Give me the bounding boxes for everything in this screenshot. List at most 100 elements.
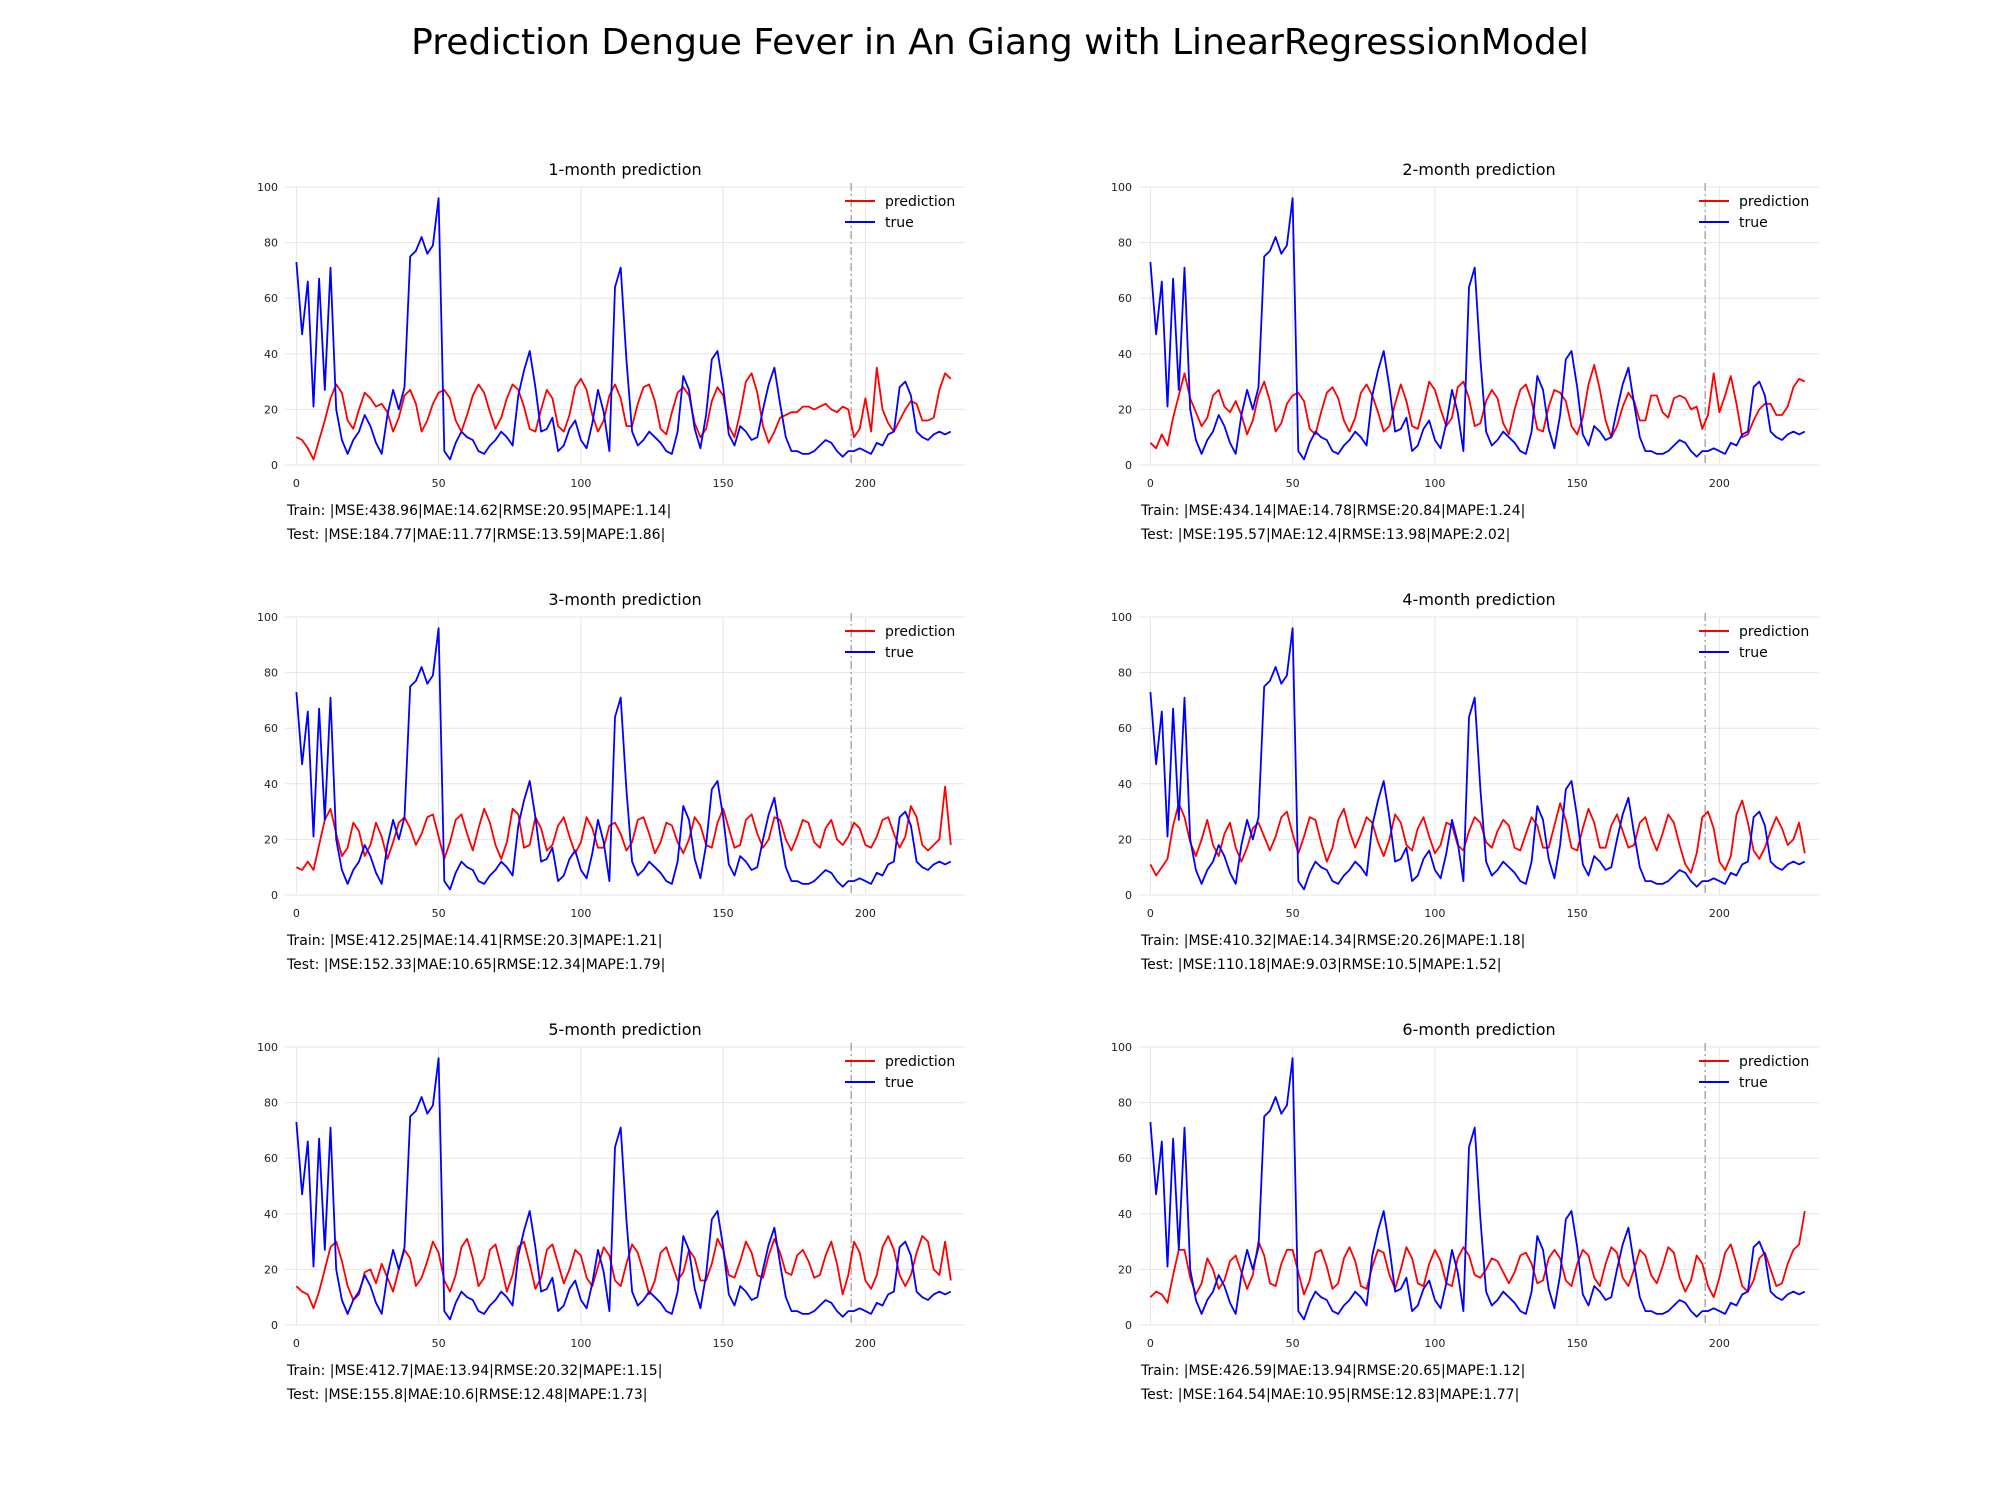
- series-line-prediction: [1149, 363, 1806, 450]
- test-metrics: Test: |MSE:195.57|MAE:12.4|RMSE:13.98|MA…: [1141, 527, 1511, 543]
- x-tick-label: 150: [1567, 1337, 1588, 1350]
- y-tick-label: 60: [1118, 292, 1132, 305]
- y-tick-label: 100: [257, 181, 278, 194]
- x-tick-label: 0: [1147, 477, 1154, 490]
- x-tick-label: 50: [1286, 1337, 1300, 1350]
- y-tick-label: 0: [271, 1319, 278, 1332]
- series-line-true: [295, 197, 952, 461]
- x-tick-label: 0: [293, 907, 300, 920]
- subplot-5: 0 20 40 60 80 100 0 50 100 150 200 5-month predicti…: [215, 1015, 975, 1435]
- y-tick-label: 20: [1118, 403, 1132, 416]
- legend-label-true: true: [1739, 1075, 1768, 1091]
- legend-label-true: true: [1739, 645, 1768, 661]
- subplot-svg: 0 20 40 60 80 100 0 50 100 150 200 5-month predicti…: [257, 1020, 965, 1350]
- x-tick-label: 100: [1424, 1337, 1445, 1350]
- y-tick-label: 0: [271, 459, 278, 472]
- subplot-svg: 0 20 40 60 80 100 0 50 100 150 200 1-month predicti…: [257, 160, 965, 490]
- y-tick-label: 20: [1118, 833, 1132, 846]
- legend-label-prediction: prediction: [885, 624, 955, 640]
- series-line-prediction: [296, 785, 952, 871]
- x-tick-label: 200: [1709, 1337, 1730, 1350]
- subplot-svg: 0 20 40 60 80 100 0 50 100 150 200 6-month predicti…: [1111, 1020, 1819, 1350]
- x-tick-label: 200: [1709, 907, 1730, 920]
- y-tick-label: 100: [1111, 181, 1132, 194]
- subplot-1: 0 20 40 60 80 100 0 50 100 150 200 1-month predicti…: [215, 155, 975, 575]
- subplot-6: 0 20 40 60 80 100 0 50 100 150 200 6-month predicti…: [1069, 1015, 1829, 1435]
- y-tick-label: 40: [1118, 1208, 1132, 1221]
- x-tick-label: 200: [1709, 477, 1730, 490]
- y-tick-label: 40: [264, 348, 278, 361]
- x-tick-label: 50: [432, 1337, 446, 1350]
- train-metrics: Train: |MSE:410.32|MAE:14.34|RMSE:20.26|…: [1141, 933, 1526, 949]
- train-metrics: Train: |MSE:438.96|MAE:14.62|RMSE:20.95|…: [287, 503, 672, 519]
- x-tick-label: 50: [432, 907, 446, 920]
- legend-label-true: true: [885, 215, 914, 231]
- y-tick-label: 80: [1118, 1097, 1132, 1110]
- x-tick-label: 150: [1567, 907, 1588, 920]
- y-tick-label: 40: [1118, 778, 1132, 791]
- series-line-prediction: [295, 1235, 952, 1310]
- series-line-true: [1149, 1057, 1806, 1321]
- train-metrics: Train: |MSE:434.14|MAE:14.78|RMSE:20.84|…: [1141, 503, 1526, 519]
- series-line-prediction: [296, 366, 952, 461]
- y-tick-label: 60: [264, 292, 278, 305]
- subplot-3: 0 20 40 60 80 100 0 50 100 150 200 3-month predicti…: [215, 585, 975, 1005]
- legend-label-prediction: prediction: [885, 1054, 955, 1070]
- y-tick-label: 20: [264, 833, 278, 846]
- y-tick-label: 60: [1118, 1152, 1132, 1165]
- y-tick-label: 80: [1118, 237, 1132, 250]
- test-metrics: Test: |MSE:184.77|MAE:11.77|RMSE:13.59|M…: [287, 527, 666, 543]
- subplot-svg: 0 20 40 60 80 100 0 50 100 150 200 3-month predicti…: [257, 590, 965, 920]
- figure-title: Prediction Dengue Fever in An Giang with…: [411, 22, 1589, 63]
- x-tick-label: 50: [1286, 907, 1300, 920]
- legend-label-prediction: prediction: [1739, 194, 1809, 210]
- y-tick-label: 60: [1118, 722, 1132, 735]
- series-line-true: [295, 1057, 952, 1321]
- legend-label-prediction: prediction: [1739, 1054, 1809, 1070]
- x-tick-label: 50: [432, 477, 446, 490]
- y-tick-label: 20: [264, 403, 278, 416]
- legend-label-true: true: [885, 1075, 914, 1091]
- y-tick-label: 80: [264, 1097, 278, 1110]
- subplot-title: 6-month prediction: [1402, 1020, 1555, 1039]
- y-tick-label: 20: [264, 1263, 278, 1276]
- subplot-title: 3-month prediction: [548, 590, 701, 609]
- x-tick-label: 150: [1567, 477, 1588, 490]
- x-tick-label: 100: [1424, 907, 1445, 920]
- y-tick-label: 80: [264, 667, 278, 680]
- subplot-title: 1-month prediction: [548, 160, 701, 179]
- y-tick-label: 100: [1111, 1041, 1132, 1054]
- x-tick-label: 0: [1147, 1337, 1154, 1350]
- x-tick-label: 0: [293, 477, 300, 490]
- y-tick-label: 0: [271, 889, 278, 902]
- y-tick-label: 80: [264, 237, 278, 250]
- subplot-title: 2-month prediction: [1402, 160, 1555, 179]
- legend-label-true: true: [885, 645, 914, 661]
- legend-label-true: true: [1739, 215, 1768, 231]
- series-line-prediction: [1149, 799, 1806, 877]
- subplot-svg: 0 20 40 60 80 100 0 50 100 150 200 4-month predicti…: [1111, 590, 1819, 920]
- x-tick-label: 150: [713, 477, 734, 490]
- x-tick-label: 150: [713, 1337, 734, 1350]
- legend-label-prediction: prediction: [1739, 624, 1809, 640]
- y-tick-label: 100: [257, 1041, 278, 1054]
- y-tick-label: 20: [1118, 1263, 1132, 1276]
- y-tick-label: 60: [264, 722, 278, 735]
- x-tick-label: 100: [1424, 477, 1445, 490]
- y-tick-label: 100: [1111, 611, 1132, 624]
- x-tick-label: 0: [293, 1337, 300, 1350]
- series-line-true: [295, 627, 952, 891]
- y-tick-label: 0: [1125, 1319, 1132, 1332]
- y-tick-label: 40: [264, 778, 278, 791]
- train-metrics: Train: |MSE:412.25|MAE:14.41|RMSE:20.3|M…: [287, 933, 663, 949]
- y-tick-label: 80: [1118, 667, 1132, 680]
- x-tick-label: 100: [570, 1337, 591, 1350]
- x-tick-label: 100: [570, 477, 591, 490]
- x-tick-label: 200: [855, 907, 876, 920]
- x-tick-label: 0: [1147, 907, 1154, 920]
- series-line-true: [1149, 627, 1806, 891]
- test-metrics: Test: |MSE:152.33|MAE:10.65|RMSE:12.34|M…: [287, 957, 666, 973]
- test-metrics: Test: |MSE:110.18|MAE:9.03|RMSE:10.5|MAP…: [1141, 957, 1502, 973]
- x-tick-label: 100: [570, 907, 591, 920]
- subplot-4: 0 20 40 60 80 100 0 50 100 150 200 4-month predicti…: [1069, 585, 1829, 1005]
